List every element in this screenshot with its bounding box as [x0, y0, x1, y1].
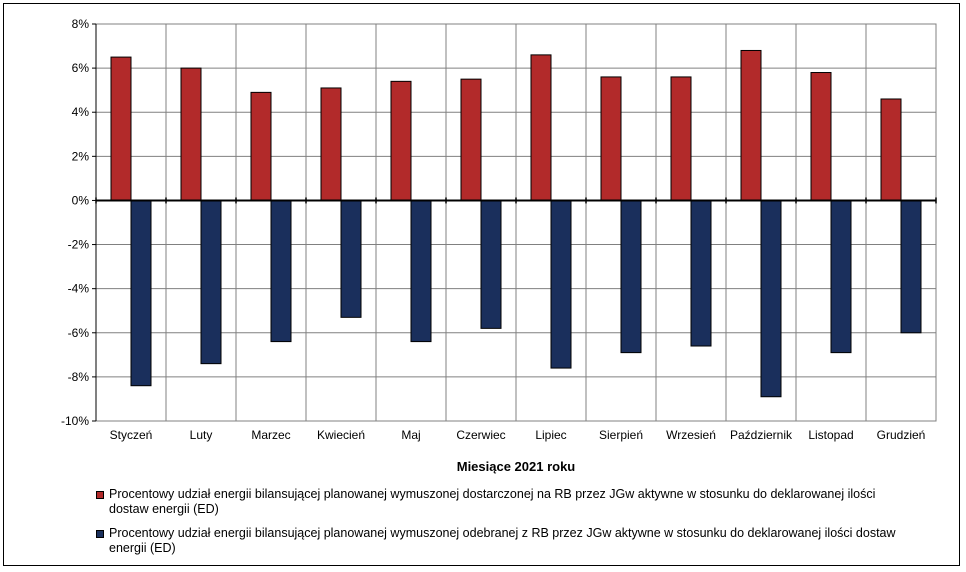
bar-delivered: [740, 49, 762, 201]
x-tick-label: Lipiec: [535, 428, 566, 442]
bar-received: [900, 199, 922, 334]
y-tick-label: -4%: [68, 282, 90, 296]
x-tick-label: Październik: [730, 428, 793, 442]
bar-delivered: [670, 76, 692, 201]
zero-axis: [95, 197, 937, 204]
x-tick-label: Sierpień: [599, 428, 643, 442]
legend-item-delivered: Procentowy udział energii bilansującej p…: [96, 487, 916, 517]
bar-received: [480, 199, 502, 329]
bar-received: [200, 199, 222, 365]
x-tick-label: Luty: [190, 428, 213, 442]
bar-received: [270, 199, 292, 343]
y-tick-label: 2%: [72, 149, 90, 163]
legend-item-received: Procentowy udział energii bilansującej p…: [96, 526, 916, 556]
bar-delivered: [460, 78, 482, 201]
legend: Procentowy udział energii bilansującej p…: [96, 487, 916, 565]
x-tick-label: Czerwiec: [456, 428, 505, 442]
y-tick-label: -2%: [68, 238, 90, 252]
legend-label-delivered: Procentowy udział energii bilansującej p…: [109, 487, 876, 516]
x-tick-label: Marzec: [251, 428, 290, 442]
bar-received: [550, 199, 572, 369]
grid: [96, 23, 936, 422]
bar-received: [690, 199, 712, 347]
x-tick-label: Styczeń: [110, 428, 153, 442]
bar-received: [130, 199, 152, 387]
bar-delivered: [110, 56, 132, 201]
bar-received: [760, 199, 782, 398]
y-tick-label: 6%: [72, 61, 90, 75]
y-tick-label: 8%: [72, 17, 90, 31]
x-tick-label: Listopad: [808, 428, 853, 442]
x-axis: Styczeń Luty Marzec Kwiecień Maj Czerwiec Lipi…: [110, 428, 926, 442]
bar-received: [410, 199, 432, 343]
chart-frame: 8% 6% 4% 2% 0% -2% -4% -6% -8% -10% Styczeń Luty Ma…: [3, 3, 960, 566]
bar-received: [340, 199, 362, 318]
bar-delivered: [250, 91, 272, 201]
chart: 8% 6% 4% 2% 0% -2% -4% -6% -8% -10% Styczeń Luty Ma…: [61, 17, 937, 474]
y-tick-label: 4%: [72, 105, 90, 119]
y-tick-label: -8%: [68, 370, 90, 384]
y-tick-label: -10%: [61, 414, 89, 428]
y-axis: 8% 6% 4% 2% 0% -2% -4% -6% -8% -10%: [61, 17, 97, 428]
bar-delivered: [320, 87, 342, 201]
x-tick-label: Wrzesień: [666, 428, 716, 442]
bars: [110, 49, 922, 398]
y-tick-label: -6%: [68, 326, 90, 340]
x-axis-title: Miesiące 2021 roku: [457, 459, 576, 474]
bar-delivered: [390, 80, 412, 201]
bar-delivered: [600, 76, 622, 201]
x-tick-label: Grudzień: [877, 428, 926, 442]
x-tick-label: Maj: [401, 428, 420, 442]
bar-delivered: [180, 67, 202, 201]
legend-swatch-delivered: [96, 491, 104, 499]
y-tick-label: 0%: [72, 193, 90, 207]
bar-delivered: [880, 98, 902, 201]
legend-swatch-received: [96, 530, 104, 538]
bar-delivered: [810, 72, 832, 201]
bar-received: [620, 199, 642, 354]
bar-delivered: [530, 54, 552, 201]
legend-label-received: Procentowy udział energii bilansującej p…: [109, 526, 896, 555]
x-tick-label: Kwiecień: [317, 428, 365, 442]
bar-received: [830, 199, 852, 354]
